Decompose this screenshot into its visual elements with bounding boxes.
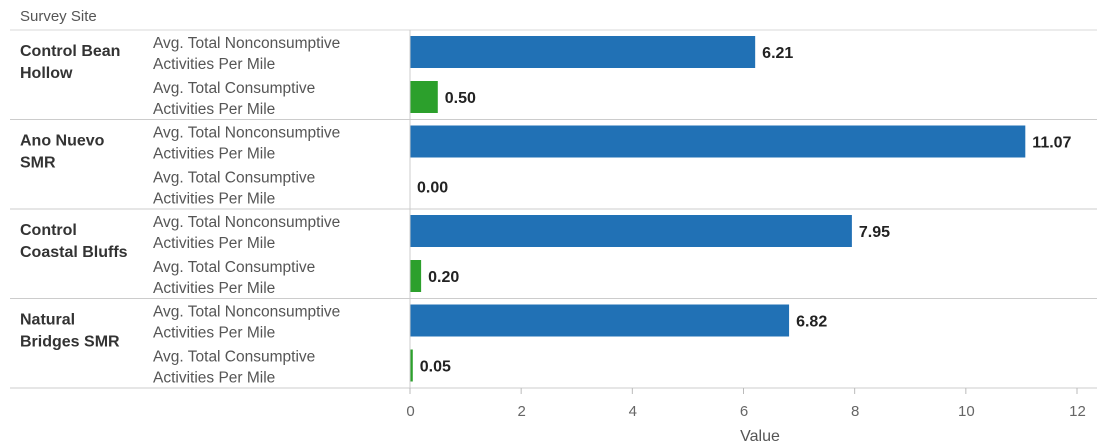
- value-label: 0.05: [420, 359, 451, 376]
- value-label: 0.20: [428, 269, 459, 286]
- value-label: 6.82: [796, 314, 827, 331]
- x-axis-title: Value: [740, 428, 780, 445]
- measure-label: Activities Per Mile: [153, 101, 275, 118]
- measure-label: Activities Per Mile: [153, 235, 275, 252]
- bar-consumptive: [410, 349, 413, 382]
- x-tick-label: 4: [629, 403, 637, 420]
- measure-label: Activities Per Mile: [153, 280, 275, 297]
- x-tick-label: 12: [1069, 403, 1086, 420]
- measure-label: Avg. Total Consumptive: [153, 349, 315, 366]
- x-tick-label: 0: [406, 403, 414, 420]
- value-label: 0.50: [445, 90, 476, 107]
- bar-nonconsumptive: [410, 215, 852, 247]
- site-label: Control: [20, 222, 77, 239]
- row-header-label: Survey Site: [20, 8, 97, 25]
- x-tick-label: 8: [851, 403, 859, 420]
- measure-label: Avg. Total Nonconsumptive: [153, 125, 340, 142]
- site-label: Ano Nuevo: [20, 133, 105, 150]
- bar-nonconsumptive: [410, 36, 756, 68]
- value-label: 11.07: [1032, 135, 1071, 152]
- measure-label: Avg. Total Consumptive: [153, 170, 315, 187]
- x-tick-label: 6: [740, 403, 748, 420]
- site-label: Hollow: [20, 65, 73, 82]
- x-axis: 0 2 4 6 8 10 12: [406, 30, 1086, 420]
- measure-label: Avg. Total Nonconsumptive: [153, 214, 340, 231]
- measure-label: Avg. Total Nonconsumptive: [153, 35, 340, 52]
- bar-nonconsumptive: [410, 304, 790, 337]
- x-tick-label: 10: [958, 403, 975, 420]
- measure-label: Avg. Total Consumptive: [153, 259, 315, 276]
- value-label: 6.21: [762, 45, 793, 62]
- bar-consumptive: [410, 260, 422, 292]
- site-label: SMR: [20, 155, 56, 172]
- x-tick-label: 2: [517, 403, 525, 420]
- value-label: 7.95: [859, 224, 890, 241]
- measure-label: Activities Per Mile: [153, 146, 275, 163]
- chart-rows: Control Bean Hollow Avg. Total Nonconsumpt…: [10, 29, 1097, 389]
- site-label: Coastal Bluffs: [20, 244, 128, 261]
- measure-label: Activities Per Mile: [153, 325, 275, 342]
- value-label: 0.00: [417, 180, 448, 197]
- bar-nonconsumptive: [410, 125, 1026, 158]
- bar-consumptive: [410, 81, 438, 113]
- chart-bars: 6.21 0.50 11.07 0.00 7.95 0.20 6.82 0.05: [410, 36, 1072, 382]
- site-label: Natural: [20, 312, 75, 329]
- measure-label: Avg. Total Consumptive: [153, 80, 315, 97]
- site-label: Bridges SMR: [20, 334, 120, 351]
- measure-label: Activities Per Mile: [153, 56, 275, 73]
- measure-label: Avg. Total Nonconsumptive: [153, 304, 340, 321]
- site-label: Control Bean: [20, 43, 120, 60]
- measure-label: Activities Per Mile: [153, 370, 275, 387]
- measure-label: Activities Per Mile: [153, 191, 275, 208]
